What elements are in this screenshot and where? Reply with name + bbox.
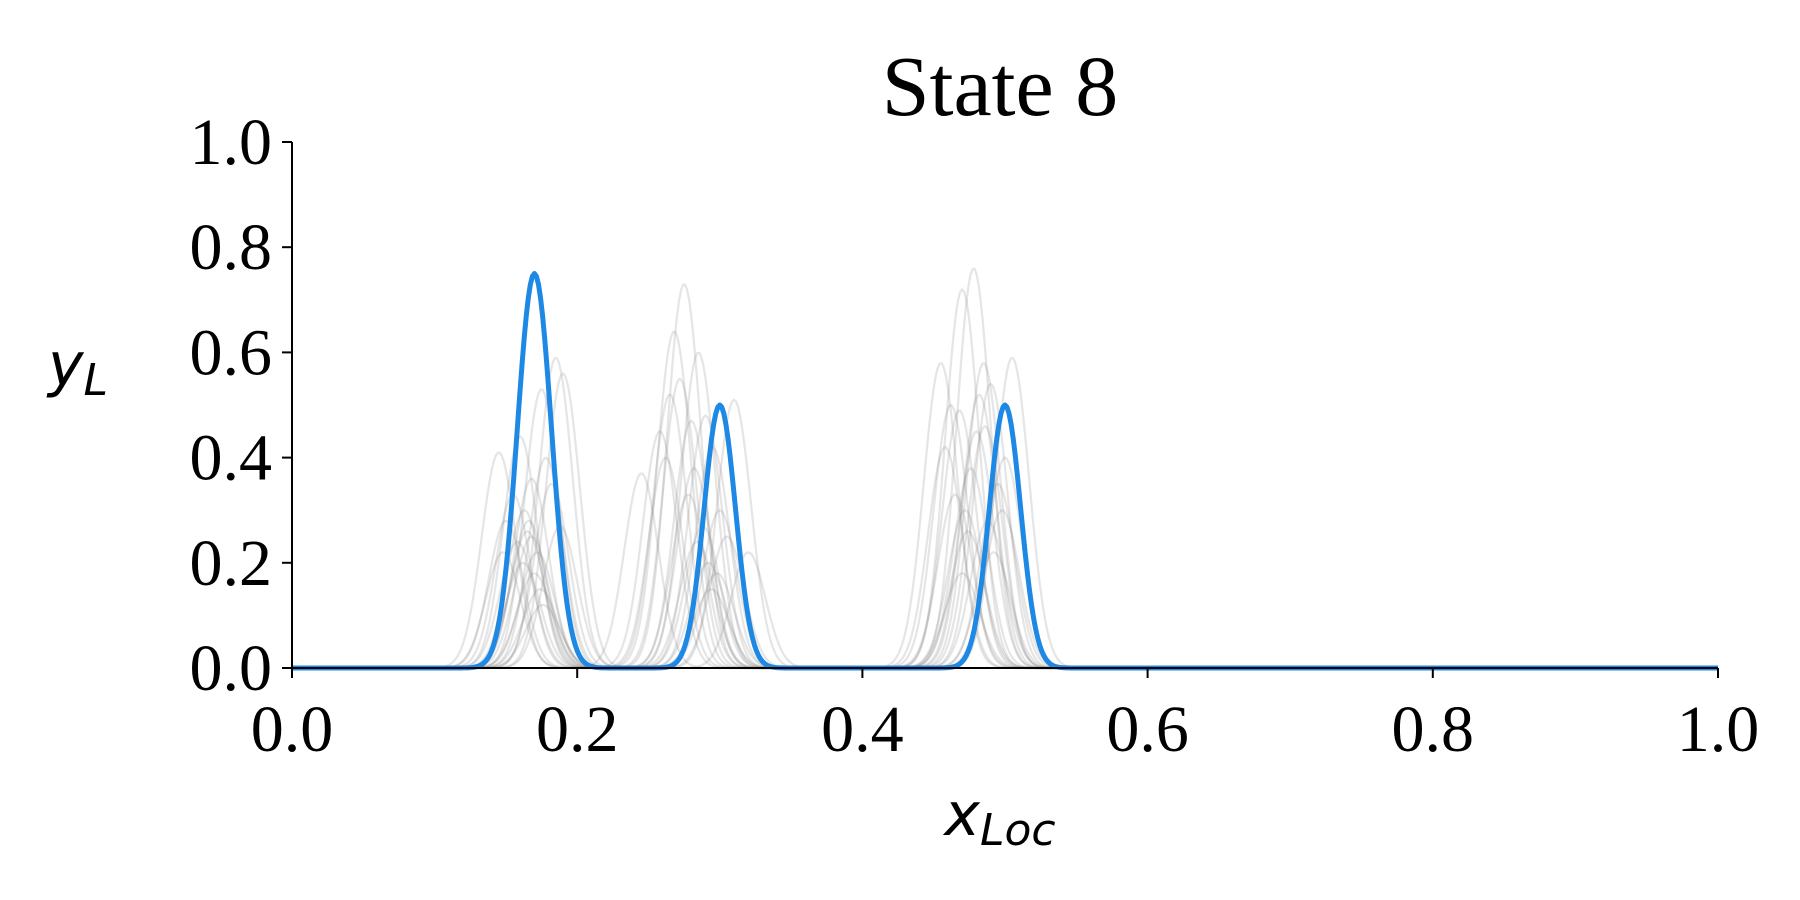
x-tick-label-4: 0.8 bbox=[1392, 693, 1475, 766]
x-axis-label: xLoc bbox=[942, 780, 1055, 856]
y-axis-label-main: y bbox=[46, 330, 85, 400]
y-ticks-group: 0.0 0.2 0.4 0.6 0.8 1.0 bbox=[190, 106, 292, 705]
y-tick-label-4: 0.8 bbox=[190, 211, 273, 284]
x-tick-label-1: 0.2 bbox=[536, 693, 619, 766]
chart-title: State 8 bbox=[882, 38, 1118, 134]
y-axis-label: yL bbox=[46, 330, 108, 406]
x-axis-label-main: x bbox=[942, 780, 980, 850]
y-tick-label-3: 0.6 bbox=[190, 316, 273, 389]
y-tick-label-1: 0.2 bbox=[190, 527, 273, 600]
x-tick-label-5: 1.0 bbox=[1677, 693, 1760, 766]
x-tick-label-3: 0.6 bbox=[1106, 693, 1189, 766]
background-series-group bbox=[292, 267, 1718, 670]
y-tick-label-5: 1.0 bbox=[190, 106, 273, 179]
x-axis-label-sub: Loc bbox=[980, 805, 1056, 856]
y-tick-label-0: 0.0 bbox=[190, 632, 273, 705]
x-tick-label-0: 0.0 bbox=[251, 693, 334, 766]
y-axis-label-sub: L bbox=[84, 355, 109, 406]
x-ticks-group: 0.0 0.2 0.4 0.6 0.8 1.0 bbox=[251, 668, 1760, 766]
y-tick-label-2: 0.4 bbox=[190, 422, 273, 495]
x-tick-label-2: 0.4 bbox=[821, 693, 904, 766]
